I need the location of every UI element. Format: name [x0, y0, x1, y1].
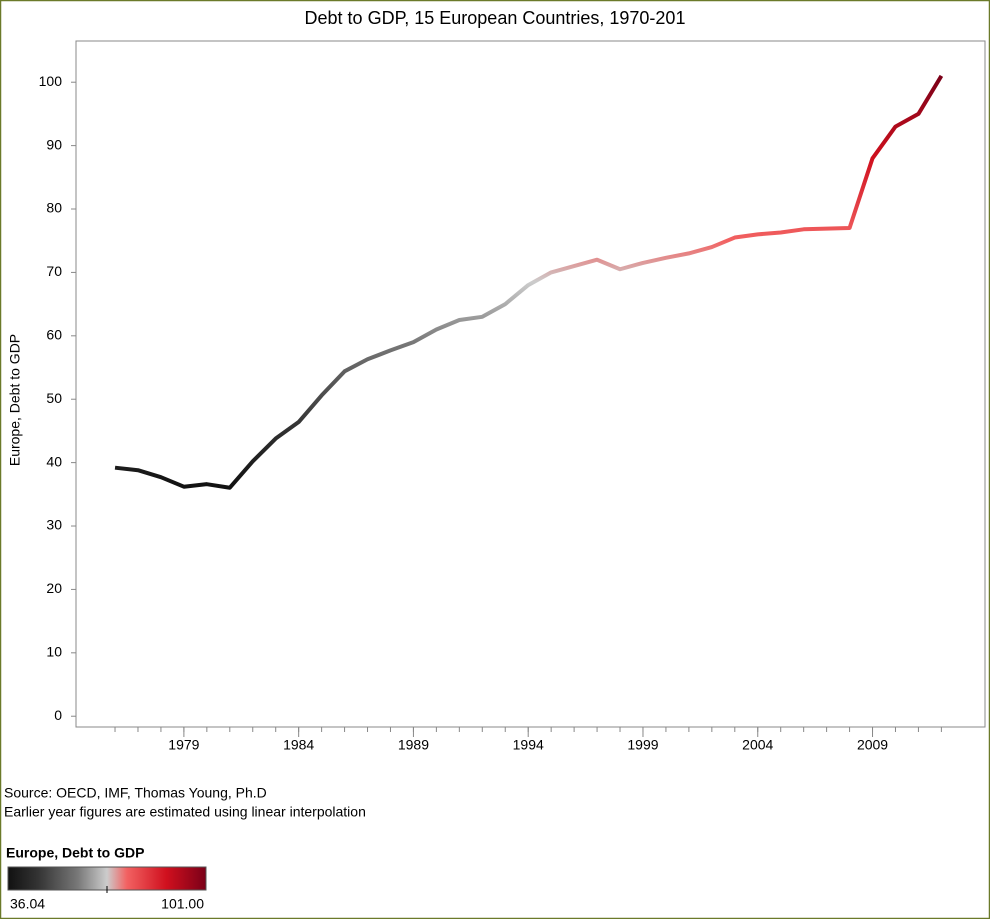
y-tick-label: 60: [46, 327, 62, 343]
x-tick-label: 1989: [398, 737, 429, 753]
y-tick-label: 0: [54, 707, 62, 723]
x-tick-label: 2004: [742, 737, 773, 753]
legend-min: 36.04: [10, 896, 45, 912]
y-axis-label: Europe, Debt to GDP: [7, 334, 23, 466]
y-tick-label: 10: [46, 644, 62, 660]
x-tick-label: 1999: [627, 737, 658, 753]
legend-max: 101.00: [161, 896, 204, 912]
x-tick-label: 1994: [513, 737, 544, 753]
y-tick-label: 30: [46, 517, 62, 533]
y-tick-label: 100: [39, 73, 63, 89]
x-tick-label: 1979: [168, 737, 199, 753]
legend-title: Europe, Debt to GDP: [6, 845, 144, 861]
source-note: Source: OECD, IMF, Thomas Young, Ph.D: [4, 785, 267, 801]
chart-title: Debt to GDP, 15 European Countries, 1970…: [305, 8, 686, 28]
y-tick-label: 50: [46, 390, 62, 406]
y-tick-label: 70: [46, 263, 62, 279]
x-tick-label: 2009: [857, 737, 888, 753]
y-tick-label: 40: [46, 453, 62, 469]
debt-line: [114, 74, 944, 490]
method-note: Earlier year figures are estimated using…: [4, 804, 366, 820]
y-tick-label: 20: [46, 580, 62, 596]
y-tick-label: 80: [46, 200, 62, 216]
plot-area: [75, 40, 986, 728]
y-tick-label: 90: [46, 136, 62, 152]
x-tick-label: 1984: [283, 737, 314, 753]
